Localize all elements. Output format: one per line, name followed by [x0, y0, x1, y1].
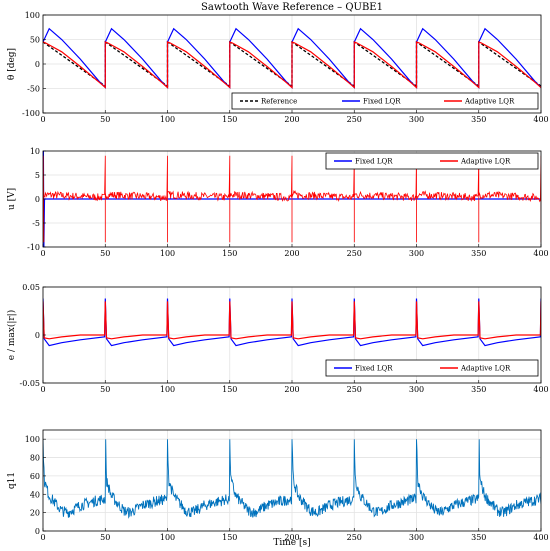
y-tick-label: 20	[30, 509, 40, 518]
chart-panel-1: 0 50 100 150 200 250 300 350 400 -100 -50 0 50 100 θ […	[7, 11, 549, 124]
y-tick-label: -5	[32, 219, 40, 228]
plot-area	[43, 298, 541, 347]
x-tick-label: 50	[100, 385, 110, 394]
y-tick-label: 60	[30, 472, 40, 481]
y-tick-label: 100	[25, 435, 40, 444]
legend: Reference Fixed LQR Adaptive LQR	[231, 92, 539, 110]
x-tick-label: 0	[40, 533, 45, 542]
x-tick-label: 350	[471, 115, 486, 124]
plot-area	[43, 27, 541, 89]
x-tick-label: 100	[160, 533, 175, 542]
x-tick-label: 0	[40, 115, 45, 124]
y-tick-label: 0.05	[22, 283, 40, 292]
legend-label: Fixed LQR	[363, 98, 401, 106]
legend-box	[231, 92, 539, 110]
y-axis-label: e / max(|r|)	[6, 310, 17, 360]
x-tick-label: 350	[471, 533, 486, 542]
chart-panel-4: 0 50 100 150 200 250 300 350 400 0 20 40 60 80 100 q11	[7, 429, 549, 542]
y-tick-label: 0	[35, 331, 40, 340]
series-line-fixed-lqr	[43, 298, 541, 347]
legend-label: Adaptive LQR	[464, 98, 515, 106]
x-tick-label: 100	[160, 385, 175, 394]
chart-panel-2: 0 50 100 150 200 250 300 350 400 -10 -5 0 5 10 u [V] Fi…	[7, 147, 549, 258]
x-tick-label: 250	[347, 533, 362, 542]
series-line-adaptive-lqr	[43, 301, 541, 340]
legend: Fixed LQR Adaptive LQR	[325, 152, 539, 170]
y-axis-label: θ [deg]	[7, 48, 17, 80]
x-tick-label: 400	[533, 115, 548, 124]
x-tick-label: 200	[284, 115, 299, 124]
x-tick-label: 50	[100, 115, 110, 124]
x-tick-label: 150	[222, 249, 237, 258]
y-tick-label: -50	[27, 85, 40, 94]
legend-box	[325, 152, 539, 170]
x-tick-label: 300	[409, 533, 424, 542]
x-tick-label: 250	[347, 115, 362, 124]
x-tick-label: 150	[222, 115, 237, 124]
y-tick-label: 40	[30, 490, 40, 499]
x-tick-label: 50	[100, 533, 110, 542]
y-tick-label: 0	[35, 527, 40, 536]
y-tick-label: 0	[35, 60, 40, 69]
x-tick-label: 250	[347, 249, 362, 258]
legend: Fixed LQR Adaptive LQR	[325, 359, 539, 377]
x-tick-label: 200	[284, 385, 299, 394]
y-tick-label: -10	[27, 243, 40, 252]
y-tick-label: -0.05	[19, 379, 40, 388]
x-tick-label: 100	[160, 115, 175, 124]
y-tick-label: -100	[22, 109, 40, 118]
x-tick-label: 400	[533, 385, 548, 394]
x-tick-label: 400	[533, 533, 548, 542]
legend-label: Reference	[261, 98, 297, 106]
y-tick-label: 0	[35, 195, 40, 204]
y-tick-label: 10	[30, 147, 40, 156]
x-tick-label: 0	[40, 249, 45, 258]
x-tick-label: 200	[284, 533, 299, 542]
legend-label: Adaptive LQR	[460, 365, 511, 373]
y-tick-label: 100	[25, 11, 40, 20]
x-tick-label: 150	[222, 385, 237, 394]
x-tick-label: 200	[284, 249, 299, 258]
y-axis-label: u [V]	[7, 188, 17, 210]
x-tick-label: 0	[40, 385, 45, 394]
series-line-q11	[43, 439, 541, 519]
x-tick-label: 300	[409, 385, 424, 394]
x-tick-label: 300	[409, 249, 424, 258]
x-tick-label: 50	[100, 249, 110, 258]
y-tick-label: 80	[30, 454, 40, 463]
series-line-adaptive-lqr	[43, 41, 541, 89]
y-tick-label: 5	[35, 171, 40, 180]
x-tick-label: 150	[222, 533, 237, 542]
x-axis-label: Time [s]	[273, 538, 310, 548]
figure-title: Sawtooth Wave Reference – QUBE1	[201, 2, 383, 13]
x-tick-label: 400	[533, 249, 548, 258]
x-tick-label: 350	[471, 249, 486, 258]
y-tick-label: 50	[30, 36, 40, 45]
x-tick-label: 250	[347, 385, 362, 394]
x-tick-label: 300	[409, 115, 424, 124]
y-axis-label: q11	[7, 472, 17, 489]
legend-label: Fixed LQR	[355, 158, 393, 166]
legend-box	[325, 359, 539, 377]
series-line-adaptive-lqr	[43, 155, 541, 243]
plot-area	[43, 439, 541, 519]
x-tick-label: 350	[471, 385, 486, 394]
legend-label: Fixed LQR	[355, 365, 393, 373]
x-tick-label: 100	[160, 249, 175, 258]
legend-label: Adaptive LQR	[460, 158, 511, 166]
